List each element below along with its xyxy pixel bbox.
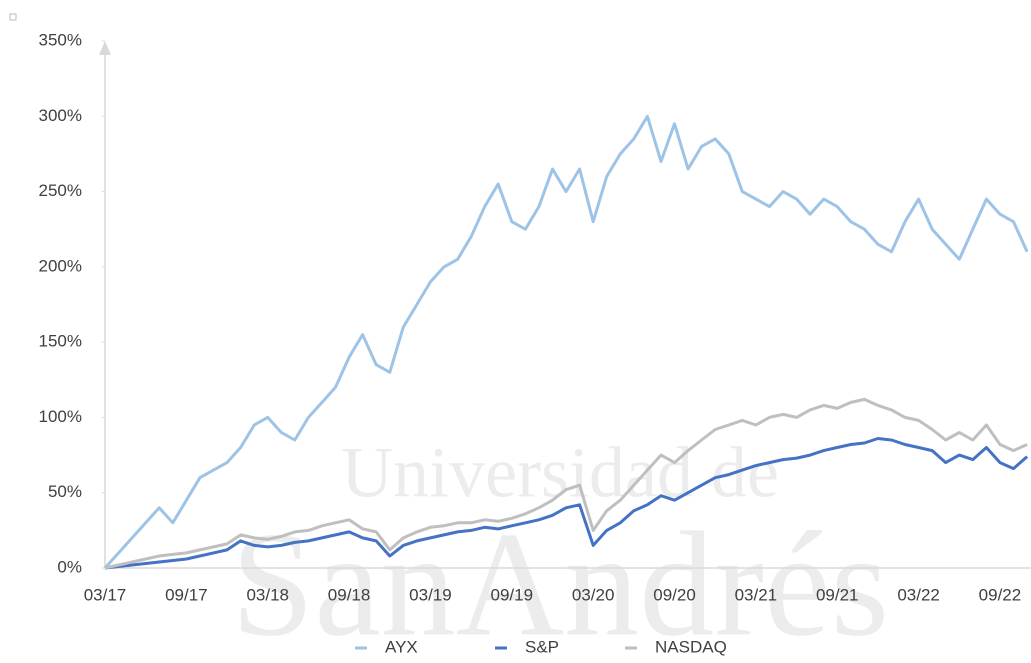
corner-handle bbox=[10, 14, 16, 20]
x-tick-label: 09/19 bbox=[491, 585, 534, 604]
x-tick-label: 09/20 bbox=[653, 585, 696, 604]
y-tick-label: 200% bbox=[39, 256, 82, 275]
x-tick-label: 03/18 bbox=[246, 585, 289, 604]
y-tick-label: 50% bbox=[48, 482, 82, 501]
x-tick-label: 03/19 bbox=[409, 585, 452, 604]
legend-label: AYX bbox=[385, 637, 418, 656]
y-axis-arrow bbox=[99, 41, 111, 55]
x-tick-label: 09/18 bbox=[328, 585, 371, 604]
y-tick-label: 150% bbox=[39, 332, 82, 351]
legend-label: NASDAQ bbox=[655, 637, 727, 656]
y-tick-label: 100% bbox=[39, 407, 82, 426]
x-tick-label: 09/21 bbox=[816, 585, 859, 604]
x-tick-label: 09/22 bbox=[979, 585, 1022, 604]
y-tick-label: 250% bbox=[39, 181, 82, 200]
x-tick-label: 03/21 bbox=[735, 585, 778, 604]
legend-label: S&P bbox=[525, 637, 559, 656]
y-tick-label: 0% bbox=[57, 557, 82, 576]
y-tick-label: 350% bbox=[39, 30, 82, 49]
x-tick-label: 03/22 bbox=[897, 585, 940, 604]
x-tick-label: 03/17 bbox=[84, 585, 127, 604]
x-tick-label: 03/20 bbox=[572, 585, 615, 604]
y-tick-label: 300% bbox=[39, 106, 82, 125]
chart: Universidad de SanAndrés 0%50%100%150%20… bbox=[0, 0, 1031, 658]
x-tick-label: 09/17 bbox=[165, 585, 208, 604]
